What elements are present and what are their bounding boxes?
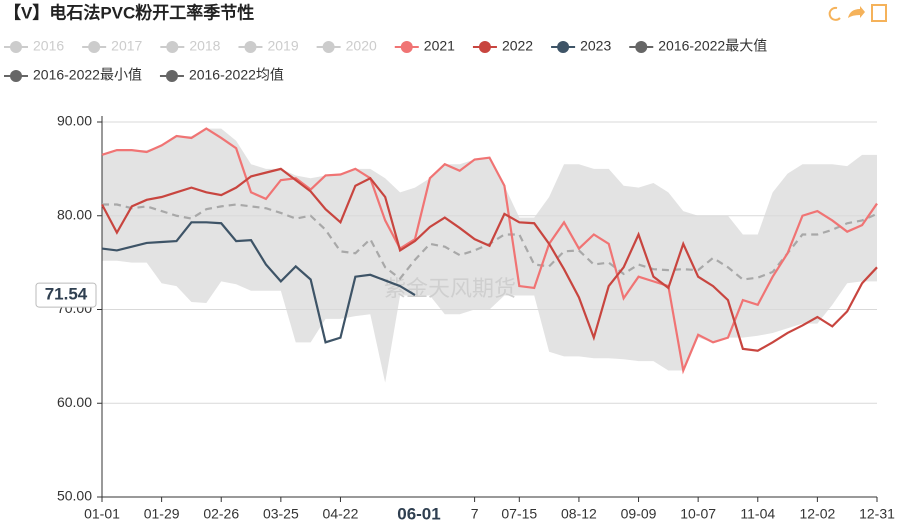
legend-item[interactable]: 2023	[551, 38, 611, 54]
legend-item[interactable]: 2016-2022最小值	[4, 67, 142, 83]
x-tick-label: 11-04	[740, 506, 775, 522]
legend-label: 2022	[502, 38, 533, 54]
x-tick-label: 7	[471, 506, 479, 522]
legend-label: 2018	[189, 38, 220, 54]
legend-label: 2016-2022均值	[189, 67, 284, 83]
legend-item[interactable]: 2020	[316, 38, 377, 54]
legend-label: 2016-2022最小值	[33, 67, 142, 83]
legend-item[interactable]: 2019	[238, 38, 299, 54]
crosshair-y-label: 71.54	[45, 285, 88, 304]
x-tick-label: 02-26	[203, 506, 239, 522]
x-tick-label: 09-09	[621, 506, 657, 522]
watermark: 紫金天风期货	[384, 276, 516, 301]
x-tick-label: 12-31	[859, 506, 895, 522]
legend-item[interactable]: 2016-2022最大值	[629, 38, 767, 54]
series-line	[101, 167, 878, 352]
share-icon[interactable]	[848, 6, 865, 18]
crosshair-x-label: 06-01	[397, 504, 440, 523]
toolbar[interactable]	[828, 4, 887, 22]
chart-title: 【V】电石法PVC粉开工率季节性	[4, 2, 254, 22]
legend-label: 2019	[267, 38, 298, 54]
legend-label: 2016	[33, 38, 64, 54]
x-tick-label: 12-02	[799, 506, 835, 522]
legend-marker	[400, 41, 413, 53]
crosshair-y-box	[35, 282, 97, 308]
crosshair-x-box	[384, 502, 445, 526]
legend-item[interactable]: 2016-2022均值	[159, 67, 284, 83]
y-tick-label: 60.00	[57, 394, 92, 410]
legend-label: 2021	[424, 38, 455, 54]
x-tick-label: 08-12	[561, 506, 597, 522]
legend-marker	[10, 70, 22, 82]
x-tick-label: 03-25	[263, 506, 299, 522]
legend-marker	[322, 41, 335, 53]
series-line	[101, 127, 878, 375]
legend-marker	[244, 41, 257, 53]
legend-marker	[478, 41, 491, 53]
legend-label: 2023	[580, 38, 611, 54]
legend-marker	[635, 41, 648, 53]
x-tick-label: 07-15	[501, 506, 537, 522]
series-line	[101, 221, 416, 344]
save-icon[interactable]	[871, 4, 887, 22]
legend-item[interactable]: 2016	[4, 38, 64, 54]
legend-label: 2016-2022最大值	[658, 38, 767, 54]
legend-marker	[557, 41, 570, 53]
x-tick-label: 01-29	[144, 506, 180, 522]
legend-item[interactable]: 2017	[82, 38, 143, 54]
x-tick-label: 10-07	[680, 506, 716, 522]
y-tick-label: 50.00	[57, 488, 92, 504]
legend-label: 2020	[346, 38, 377, 54]
y-tick-label: 90.00	[57, 113, 92, 129]
refresh-icon[interactable]	[828, 6, 841, 21]
y-tick-label: 80.00	[57, 206, 92, 222]
x-tick-label: 04-22	[323, 506, 359, 522]
legend-label: 2017	[111, 38, 142, 54]
legend-item[interactable]: 2022	[472, 38, 533, 54]
legend-item[interactable]: 2018	[160, 38, 221, 54]
legend-marker	[166, 41, 179, 53]
range-band	[102, 128, 877, 383]
legend-marker	[88, 41, 101, 53]
legend-marker	[10, 41, 22, 53]
x-tick-label: 01-01	[84, 506, 120, 522]
legend-item[interactable]: 2021	[394, 38, 455, 54]
legend-marker	[165, 70, 178, 82]
